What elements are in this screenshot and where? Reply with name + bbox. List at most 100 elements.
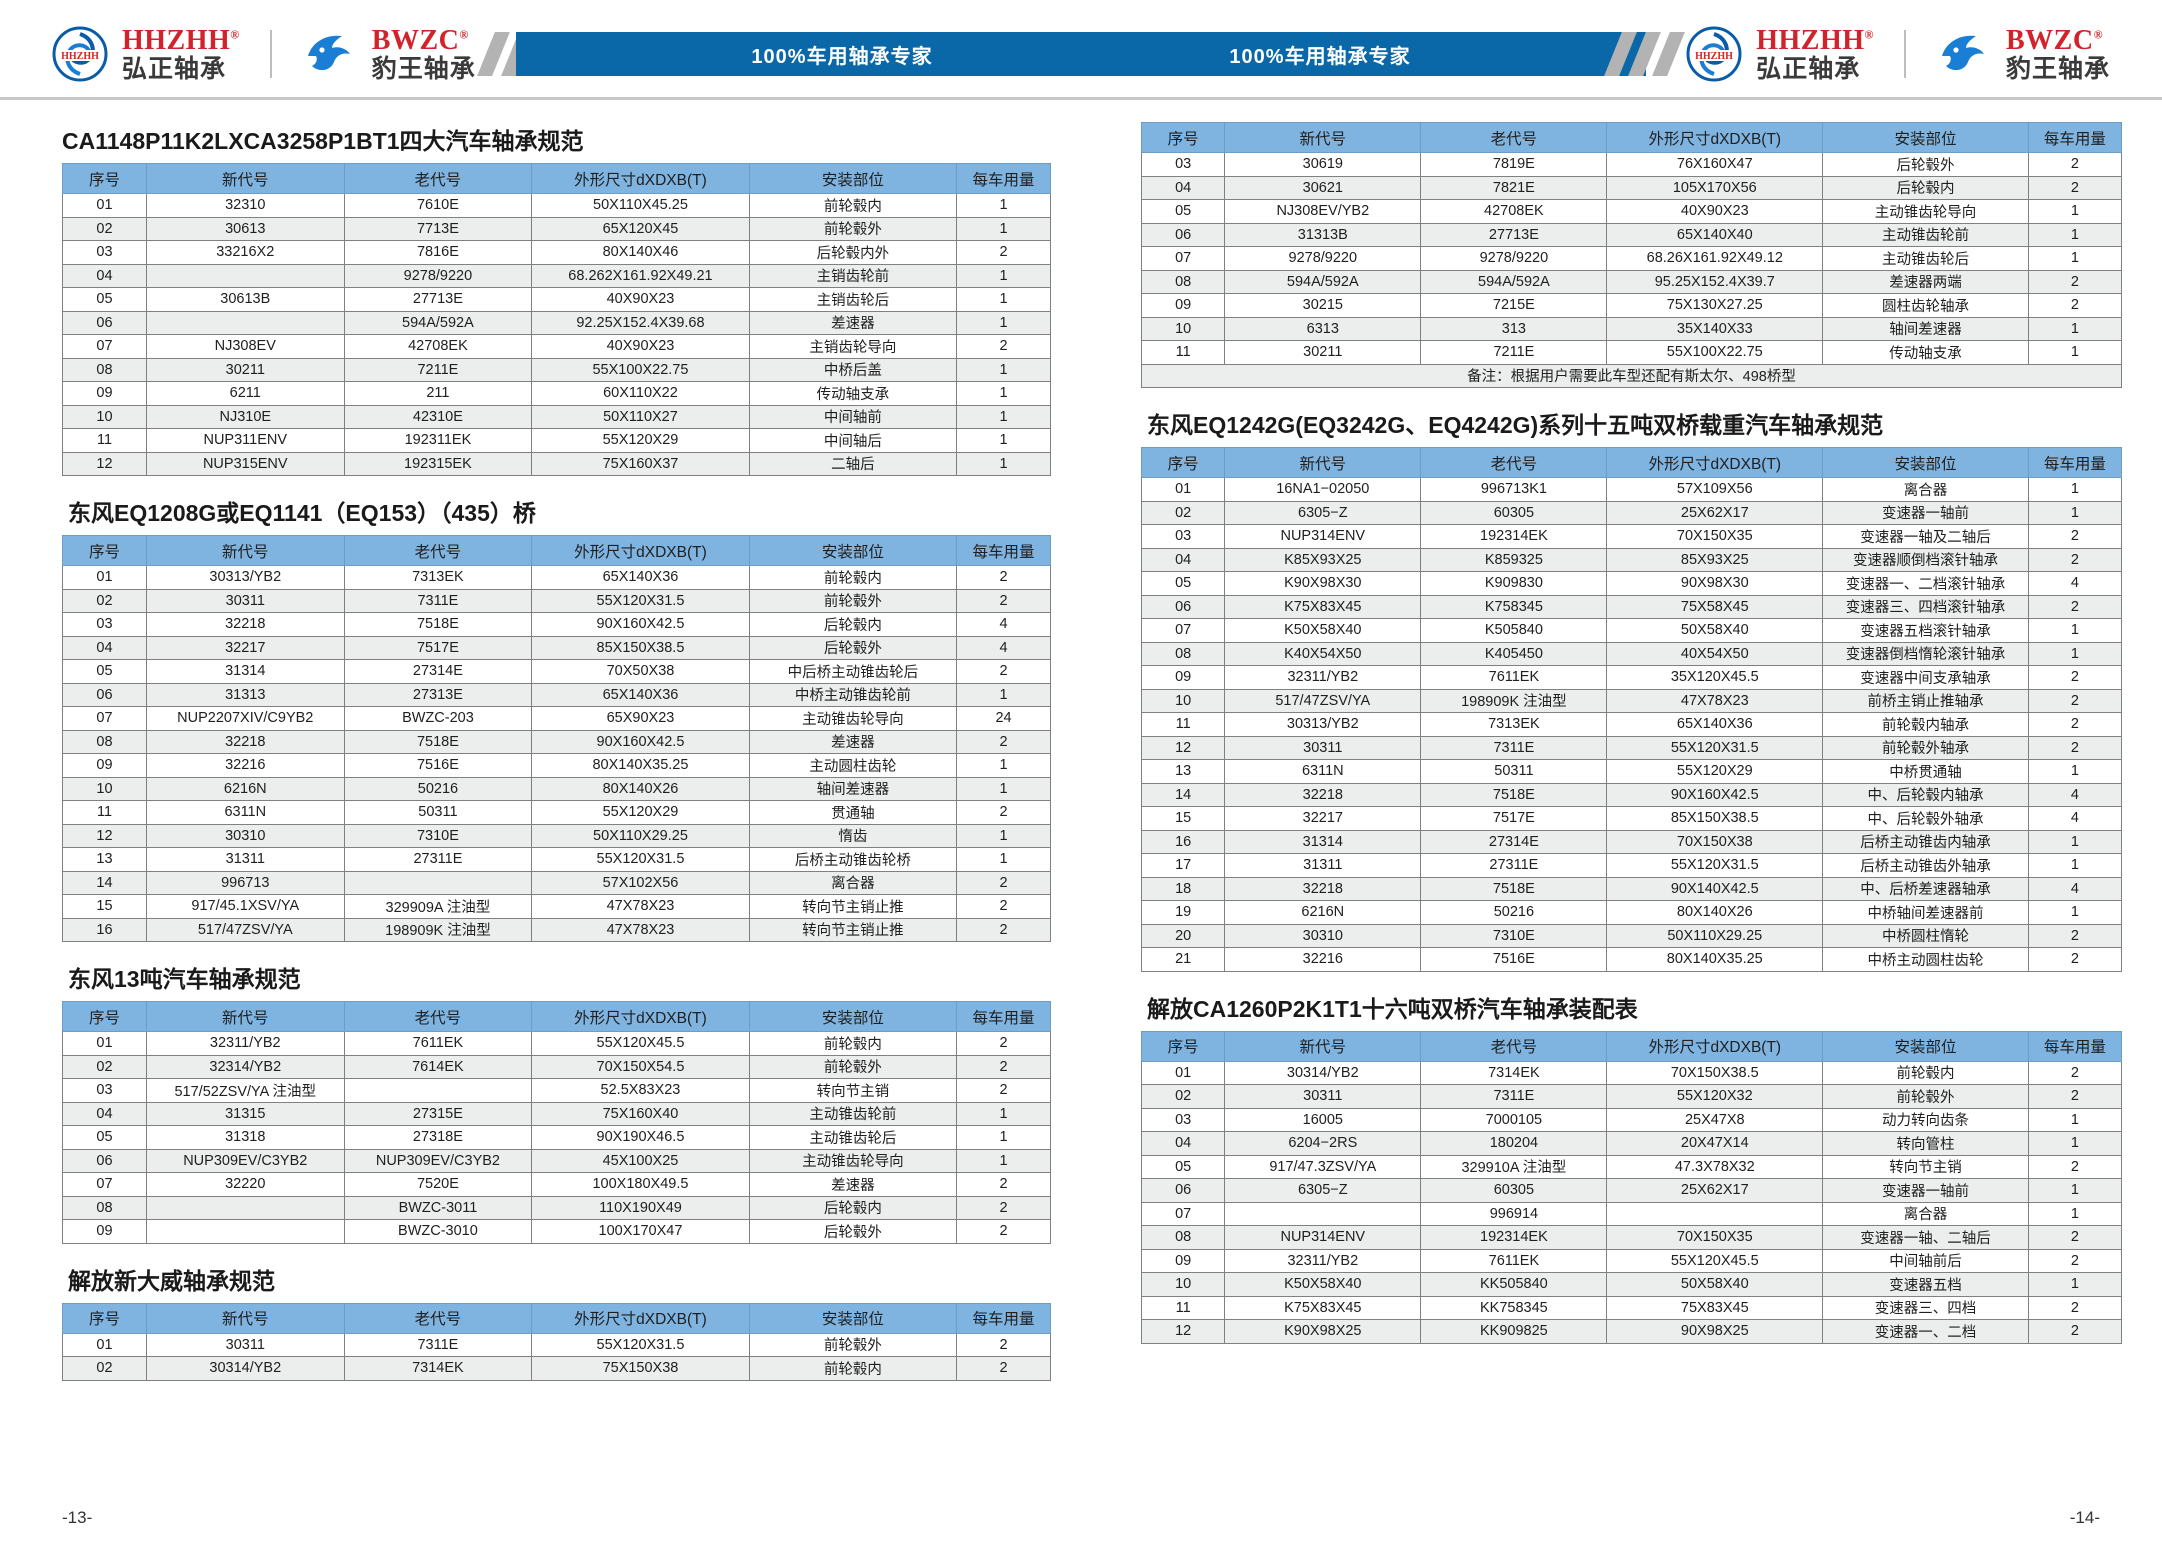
column-header-new_code: 新代号 [145,1001,345,1032]
cell-new-code [1224,1201,1422,1226]
page-header: HHZHH HHZHH® 弘正轴承 BWZC® 豹王轴承 100%车用轴承专家 … [0,0,2162,100]
cell-qty: 1 [2027,1272,2123,1297]
table-row: 13 31311 27311E 55X120X31.5 后桥主动锥齿轮桥 1 [62,847,1051,872]
column-header-no: 序号 [1140,1030,1226,1062]
table-row: 11 6311N 50311 55X120X29 贯通轴 2 [62,800,1051,825]
cell-new-code: 31318 [145,1125,345,1150]
cell-position: 离合器 [1822,477,2029,502]
cell-no: 05 [62,659,147,684]
cell-new-code: NJ308EV/YB2 [1224,199,1422,224]
cell-new-code: 31315 [145,1101,345,1126]
cell-old-code [343,870,533,895]
cell-dim: 65X90X23 [531,706,750,731]
cell-old-code: K405450 [1420,641,1608,666]
svg-text:HHZHH: HHZHH [1695,51,1733,62]
cell-position: 中桥后盖 [748,357,958,382]
cell-position: 轴间差速器 [1822,316,2029,341]
cell-no: 17 [1140,853,1226,878]
table-header-row: 序号 新代号 老代号 外形尺寸dXDXB(T) 安装部位 每车用量 [62,1302,1051,1334]
table-row: 05 30613B 27713E 40X90X23 主销齿轮后 1 [62,287,1051,312]
table-row: 14 996713 57X102X56 离合器 2 [62,870,1051,895]
cell-position: 前轮毂外 [748,1332,958,1357]
cell-dim: 75X58X45 [1606,594,1824,619]
cell-qty: 4 [956,635,1051,660]
cell-position: 前轮毂内轴承 [1822,712,2029,737]
cell-no: 02 [1140,500,1226,525]
cell-dim: 47.3X78X32 [1606,1154,1824,1179]
cell-dim: 55X120X32 [1606,1084,1824,1109]
cell-dim: 85X150X38.5 [1606,806,1824,831]
cell-qty: 2 [2027,594,2123,619]
cell-dim: 92.25X152.4X39.68 [531,310,750,335]
cell-dim: 90X98X25 [1606,1319,1824,1344]
section-title-t6: 东风EQ1242G(EQ3242G、EQ4242G)系列十五吨双桥载重汽车轴承规… [1147,412,1884,438]
cell-qty: 1 [956,451,1051,476]
cell-old-code: 192315EK [343,451,533,476]
logo-divider [269,30,272,78]
cell-new-code: 16NA1−02050 [1224,477,1422,502]
cell-qty: 1 [956,682,1051,707]
cell-position: 主动锥齿轮后 [748,1125,958,1150]
section-gap [62,1381,1051,1399]
cell-position: 后轮毂外 [748,635,958,660]
table-block-t2: 东风EQ1208G或EQ1141（EQ153）（435）桥 序号 新代号 老代号 外形尺… [62,494,1051,960]
column-header-position: 安装部位 [748,1001,958,1032]
cell-dim: 80X140X26 [531,776,750,801]
table-row: 11 30211 7211E 55X100X22.75 传动轴支承 1 [1140,340,2123,365]
table-block-t7: 解放CA1260P2K1T1十六吨双桥汽车轴承装配表 序号 新代号 老代号 外形尺寸dX… [1140,990,2123,1362]
table-row: 01 30313/YB2 7313EK 65X140X36 前轮毂内 2 [62,565,1051,590]
column-header-position: 安装部位 [748,1302,958,1334]
table-row: 11 K75X83X45 KK758345 75X83X45 变速器三、四档 2 [1140,1295,2123,1320]
remark-text: 备注：根据用户需要此车型还配有斯太尔、498桥型 [1141,363,2122,388]
cell-old-code: 198909K 注油型 [1420,688,1608,713]
cell-position: 圆柱齿轮轴承 [1822,293,2029,318]
cell-new-code: 30619 [1224,152,1422,177]
table-row: 12 30311 7311E 55X120X31.5 前轮毂外轴承 2 [1140,735,2123,760]
cell-no: 09 [62,1219,147,1244]
cell-position: 前轮毂外 [748,216,958,241]
table-header-row: 序号 新代号 老代号 外形尺寸dXDXB(T) 安装部位 每车用量 [1140,447,2123,478]
cell-new-code: NUP314ENV [1224,1225,1422,1250]
table-row: 18 32218 7518E 90X140X42.5 中、后桥差速器轴承 4 [1140,876,2123,901]
cell-no: 11 [1140,340,1226,365]
cell-position: 主动锥齿轮导向 [1822,199,2029,224]
cell-position: 转向节主销止推 [748,894,958,919]
cell-qty: 1 [2027,759,2123,784]
section-title-t1: CA1148P11K2LXCA3258P1BT1四大汽车轴承规范 [62,128,584,154]
table-row: 07 9278/9220 9278/9220 68.26X161.92X49.12 主动… [1140,246,2123,271]
column-header-old_code: 老代号 [343,535,533,566]
cell-position: 主动锥齿轮后 [1822,246,2029,271]
cell-dim: 55X120X45.5 [531,1031,750,1056]
cell-position: 转向节主销止推 [748,917,958,942]
cell-position: 前轮毂外 [748,588,958,613]
cell-position: 变速器一、二档 [1822,1319,2029,1344]
cell-position: 中桥主动锥齿轮前 [748,682,958,707]
cell-qty: 2 [2027,152,2123,177]
cell-old-code: BWZC-3010 [343,1219,533,1244]
cell-old-code: 60305 [1420,500,1608,525]
cell-position: 中桥贯通轴 [1822,759,2029,784]
cell-no: 16 [62,917,147,942]
cell-new-code: NUP2207XIV/C9YB2 [145,706,345,731]
table-row: 06 NUP309EV/C3YB2 NUP309EV/C3YB2 45X100X25 主… [62,1148,1051,1173]
cell-new-code: 31313B [1224,222,1422,247]
page-number-right: -14- [2069,1508,2100,1527]
cell-position: 中后桥主动锥齿轮后 [748,659,958,684]
table-row: 02 30311 7311E 55X120X31.5 前轮毂外 2 [62,588,1051,613]
cell-dim: 55X120X45.5 [1606,1248,1824,1273]
cell-old-code: 27314E [343,659,533,684]
cell-no: 20 [1140,923,1226,948]
cell-no: 04 [1140,1131,1226,1156]
table-row: 04 6204−2RS 180204 20X47X14 转向管柱 1 [1140,1131,2123,1156]
cell-old-code: 60305 [1420,1178,1608,1203]
cell-no: 05 [1140,199,1226,224]
section-title-t3: 东风13吨汽车轴承规范 [68,966,301,992]
cell-qty: 1 [2027,222,2123,247]
cell-old-code: 7610E [343,193,533,218]
cell-no: 15 [1140,806,1226,831]
cell-old-code: 7516E [1420,947,1608,972]
table-block-t3: 东风13吨汽车轴承规范 序号 新代号 老代号 外形尺寸dXDXB(T) 安装部位 每车用量 0… [62,960,1051,1262]
cell-dim: 57X102X56 [531,870,750,895]
cell-dim: 50X58X40 [1606,618,1824,643]
cell-no: 02 [1140,1084,1226,1109]
